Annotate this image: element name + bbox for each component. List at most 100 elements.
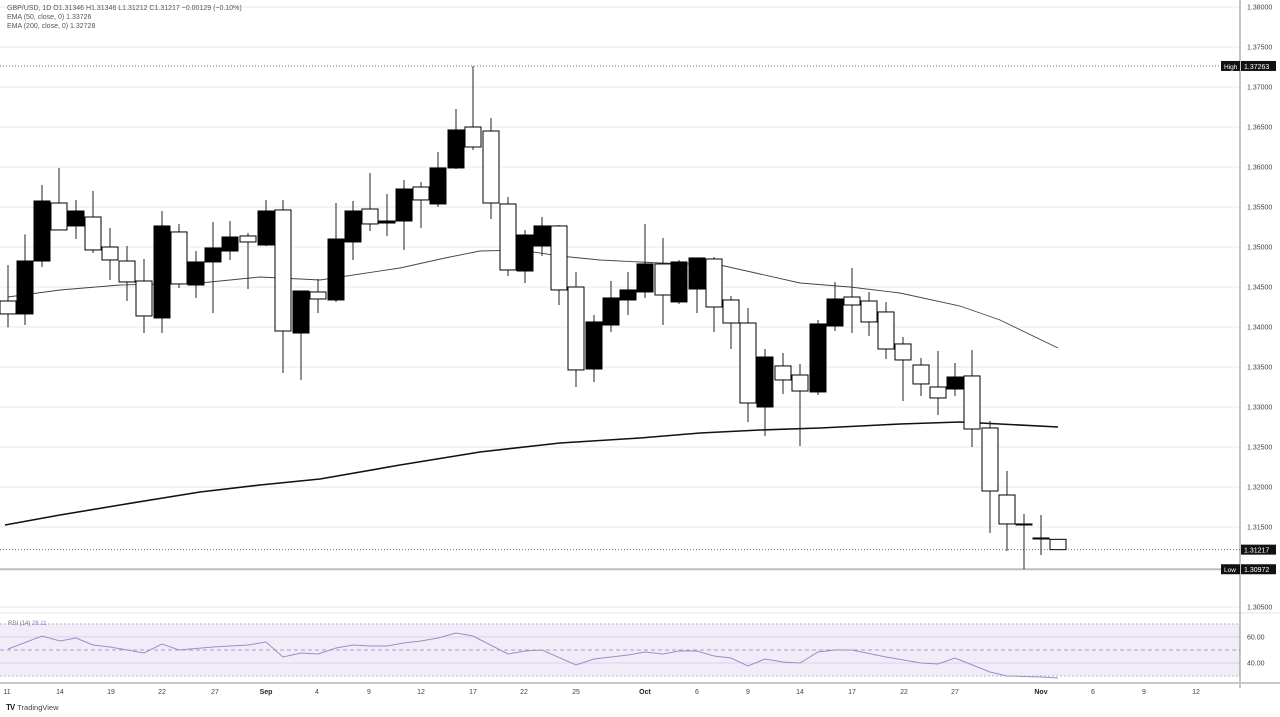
rsi-label-text: RSI (14) xyxy=(8,621,31,627)
time-axis[interactable]: 11 14 19 22 27 Sep 4 9 12 17 22 25 Oct 6 9 14 17 22 27 Nov 6… xyxy=(0,682,1280,696)
candle-body xyxy=(204,247,222,263)
time-tick-label: 14 xyxy=(56,689,64,696)
candle xyxy=(894,337,912,401)
low-value-label: 1.30972 xyxy=(1244,567,1269,574)
ema200-line xyxy=(4,421,1059,526)
candle-body xyxy=(1032,537,1050,540)
candle-body xyxy=(1049,538,1067,551)
candle xyxy=(756,349,774,436)
time-tick-label: Sep xyxy=(260,689,273,696)
candle xyxy=(395,179,413,250)
high-value-label: 1.37263 xyxy=(1244,64,1269,71)
current-price-value-label: 1.31217 xyxy=(1244,548,1269,555)
price-tick-label: 1.38000 xyxy=(1247,5,1272,12)
price-tick-label: 1.32500 xyxy=(1247,445,1272,452)
candle-body xyxy=(499,203,517,271)
candle xyxy=(739,307,757,422)
candle-body xyxy=(998,494,1016,525)
price-tick-label: 1.33500 xyxy=(1247,365,1272,372)
candle-body xyxy=(464,126,482,148)
candle-body xyxy=(774,365,792,381)
candle-body xyxy=(688,257,706,290)
candle-body xyxy=(187,261,205,286)
ema200-path xyxy=(4,421,1059,526)
candle-body xyxy=(274,209,292,332)
candle xyxy=(963,349,981,447)
rsi-panel-background xyxy=(0,623,1240,677)
time-tick-label: 11 xyxy=(3,689,10,696)
candle xyxy=(257,199,275,246)
candle xyxy=(447,109,465,169)
candle xyxy=(688,257,706,313)
candle-body xyxy=(843,296,861,306)
ema50-legend[interactable]: EMA (50, close, 0) 1.33726 xyxy=(7,14,92,21)
low-value-badge xyxy=(1241,564,1276,575)
time-tick-label: 12 xyxy=(417,689,425,696)
candle-body xyxy=(33,200,51,262)
candle-body xyxy=(361,208,379,225)
rsi-tick-label: 40.00 xyxy=(1247,661,1265,668)
candle xyxy=(361,173,379,231)
chart-legend: GBP/USD, 1D O1.31346 H1.31346 L1.31212 C… xyxy=(7,4,242,31)
candle xyxy=(499,197,517,276)
candle xyxy=(16,234,34,325)
candle xyxy=(327,203,345,302)
price-tick-label: 1.31500 xyxy=(1247,525,1272,532)
candle xyxy=(550,225,568,305)
candle xyxy=(135,259,153,333)
candle xyxy=(981,421,999,533)
high-tag-badge xyxy=(1221,60,1240,71)
candle-body xyxy=(877,311,895,350)
price-tick-label: 1.32000 xyxy=(1247,485,1272,492)
candle xyxy=(170,223,188,288)
candle xyxy=(187,251,205,298)
candle xyxy=(670,259,688,304)
candle-body xyxy=(602,297,620,326)
candle xyxy=(292,290,310,380)
symbol-ohlc-line[interactable]: GBP/USD, 1D O1.31346 H1.31346 L1.31212 C… xyxy=(7,5,242,12)
candle xyxy=(809,319,827,395)
tradingview-logo[interactable]: TV TradingView xyxy=(6,703,59,712)
candle-body xyxy=(791,374,809,392)
candle-body xyxy=(50,202,68,231)
low-tag-label: Low xyxy=(1224,567,1236,574)
candle xyxy=(826,281,844,331)
time-tick-label: 22 xyxy=(520,689,528,696)
candle-body xyxy=(636,263,654,293)
candle xyxy=(636,223,654,298)
candle xyxy=(309,279,327,313)
candle-body xyxy=(153,225,171,319)
candle-body xyxy=(585,321,603,370)
candle-body xyxy=(963,375,981,430)
current-price-value-badge xyxy=(1241,544,1276,555)
candle-body xyxy=(84,216,102,251)
candle xyxy=(619,271,637,315)
candle-body xyxy=(1015,523,1033,526)
rsi-legend[interactable]: RSI (14) 28.11 xyxy=(8,621,47,627)
candle xyxy=(50,167,68,231)
candle-body xyxy=(327,238,345,301)
candle-body xyxy=(809,323,827,393)
high-low-reference-lines xyxy=(0,65,1240,571)
candle xyxy=(274,199,292,373)
candle-body xyxy=(395,188,413,222)
ema200-legend[interactable]: EMA (200, close, 0) 1.32728 xyxy=(7,23,96,30)
time-tick-label: 12 xyxy=(1192,689,1200,696)
time-tick-label: 22 xyxy=(158,689,166,696)
candle xyxy=(912,357,930,396)
candle xyxy=(654,237,672,325)
high-value-badge xyxy=(1241,60,1276,71)
price-tick-label: 1.35000 xyxy=(1247,245,1272,252)
candle xyxy=(533,217,551,256)
candle-body xyxy=(482,130,500,204)
time-tick-label: 6 xyxy=(1091,689,1095,696)
candle-body xyxy=(722,299,740,324)
candle xyxy=(1015,513,1033,570)
time-tick-label: 25 xyxy=(572,689,580,696)
time-tick-label: Oct xyxy=(639,689,651,696)
candle xyxy=(412,181,430,228)
price-axis[interactable]: 1.38000 1.37500 1.37000 1.36500 1.36000 1.355… xyxy=(1221,0,1276,688)
time-tick-label: 27 xyxy=(951,689,959,696)
tradingview-brand-name: TradingView xyxy=(17,703,59,712)
